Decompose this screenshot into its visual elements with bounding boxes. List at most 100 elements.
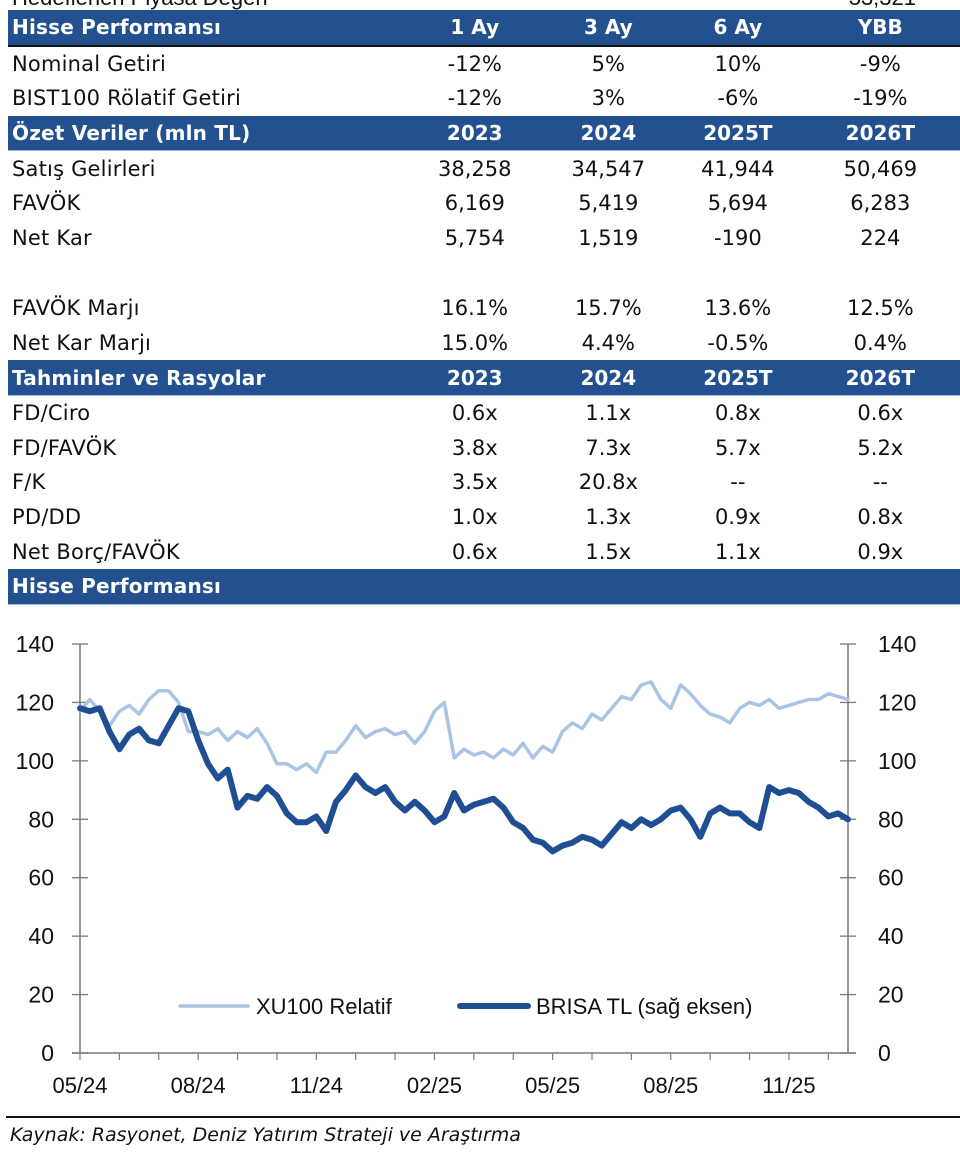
performance-header-row: Hisse Performansı 1 Ay 3 Ay 6 Ay YBB (8, 10, 960, 47)
cell: 10% (714, 51, 762, 76)
cell: 0.6x (451, 539, 498, 564)
legend-label-brisa: BRISA TL (sağ eksen) (536, 994, 752, 1019)
chart-series (77, 680, 851, 855)
row-label: Nominal Getiri (12, 51, 167, 76)
table-row: F/K 3.5x 20.8x -- -- (8, 465, 960, 500)
y-tick-label-left: 100 (16, 748, 54, 774)
x-tick-label: 08/25 (643, 1073, 698, 1098)
cell: 6,283 (850, 191, 911, 216)
financial-table: Hisse Performansı 1 Ay 3 Ay 6 Ay YBB Nom… (8, 10, 960, 605)
table-row: PD/DD 1.0x 1.3x 0.9x 0.8x (8, 500, 960, 535)
column-header: 2025T (675, 360, 801, 396)
column-header: 2026T (800, 360, 960, 396)
column-header: 2024 (541, 115, 676, 152)
row-label: FAVÖK (12, 191, 81, 216)
row-label: BIST100 Rölatif Getiri (12, 86, 241, 111)
cell: 3.5x (451, 470, 498, 495)
y-tick-label-right: 80 (878, 806, 904, 832)
cell: 1.3x (585, 505, 632, 530)
cell: -- (730, 470, 746, 495)
performance-title: Hisse Performansı (8, 10, 408, 47)
row-label: FD/Ciro (12, 401, 91, 426)
spacer-row (8, 255, 960, 291)
column-header: 2025T (675, 115, 801, 152)
y-tick-label-right: 20 (878, 982, 904, 1008)
table-row: FAVÖK Marjı 16.1% 15.7% 13.6% 12.5% (8, 291, 960, 326)
series-line-brisa (77, 705, 851, 855)
y-tick-label-right: 60 (878, 865, 904, 891)
row-label: F/K (12, 470, 46, 495)
cell: 0.8x (714, 401, 761, 426)
table-row: FAVÖK 6,169 5,419 5,694 6,283 (8, 186, 960, 221)
cell: 12.5% (846, 296, 914, 321)
chart-svg: 0 20 40 60 80 100 120 140 0 20 40 60 80 100 120 140 05/2… (16, 631, 917, 1098)
cell: -190 (714, 225, 762, 250)
cell: 3% (591, 86, 625, 111)
y-tick-label-left: 20 (28, 982, 54, 1008)
cell: 0.6x (451, 401, 498, 426)
cell: 5.7x (714, 435, 761, 460)
legend-label-xu100: XU100 Relatif (256, 994, 393, 1019)
summary-title: Özet Veriler (mln TL) (8, 115, 408, 152)
cell: 7.3x (585, 435, 632, 460)
cell: 1.0x (451, 505, 498, 530)
cell: 3.8x (451, 435, 498, 460)
cell: 13.6% (704, 296, 772, 321)
y-tick-label-left: 80 (28, 806, 54, 832)
y-tick-label-right: 100 (878, 748, 916, 774)
y-tick-label-right: 0 (878, 1040, 891, 1066)
column-header: 2024 (541, 360, 676, 396)
y-tick-label-left: 40 (28, 923, 54, 949)
table-row: Net Kar Marjı 15.0% 4.4% -0.5% 0.4% (8, 326, 960, 361)
row-label: Net Kar (12, 225, 92, 250)
cell: 1.1x (714, 539, 761, 564)
cell: -19% (853, 86, 908, 111)
column-header: 2023 (408, 360, 542, 396)
target-market-value-row: Hedeflenen Piyasa Değeri 33,321 (0, 0, 960, 10)
y-tick-label-right: 140 (878, 631, 916, 657)
cell: 6,169 (444, 191, 505, 216)
cell: 15.7% (574, 296, 642, 321)
performance-chart: 0 20 40 60 80 100 120 140 0 20 40 60 80 100 120 140 05/2… (0, 612, 960, 1112)
ratios-header-row: Tahminler ve Rasyolar 2023 2024 2025T 20… (8, 360, 960, 396)
divider (6, 1116, 960, 1118)
table-row: FD/Ciro 0.6x 1.1x 0.8x 0.6x (8, 395, 960, 430)
cell: -12% (447, 86, 502, 111)
y-tick-label-left: 120 (16, 689, 54, 715)
target-market-value-label: Hedeflenen Piyasa Değeri (12, 0, 268, 10)
y-tick-label-left: 140 (16, 631, 54, 657)
cell: -- (872, 470, 888, 495)
x-tick-label: 11/24 (290, 1073, 343, 1098)
row-label: FAVÖK Marjı (12, 296, 140, 321)
cell: 224 (860, 225, 901, 250)
cell: 34,547 (571, 156, 646, 181)
x-tick-label: 11/25 (762, 1073, 815, 1098)
table-row: BIST100 Rölatif Getiri -12% 3% -6% -19% (8, 81, 960, 116)
source-note: Kaynak: Rasyonet, Deniz Yatırım Strateji… (10, 1124, 521, 1146)
table-row: Net Kar 5,754 1,519 -190 224 (8, 221, 960, 256)
cell: 1,519 (578, 225, 639, 250)
cell: 50,469 (843, 156, 918, 181)
ratios-title: Tahminler ve Rasyolar (8, 360, 408, 396)
cell: 0.4% (853, 331, 907, 356)
row-label: PD/DD (12, 505, 82, 530)
cell: 1.5x (585, 539, 632, 564)
cell: 1.1x (585, 401, 632, 426)
cell: 0.9x (857, 539, 904, 564)
cell: 5,419 (578, 191, 639, 216)
x-tick-label: 05/24 (52, 1073, 107, 1098)
y-tick-label-right: 120 (878, 689, 916, 715)
cell: 15.0% (441, 331, 509, 356)
chart-legend: XU100 Relatif BRISA TL (sağ eksen) (178, 994, 752, 1019)
cell: 5% (591, 51, 625, 76)
cell: -6% (717, 86, 759, 111)
chart-axes: 0 20 40 60 80 100 120 140 0 20 40 60 80 100 120 140 05/2… (16, 631, 917, 1098)
column-header: 6 Ay (675, 10, 801, 47)
cell: -12% (447, 51, 502, 76)
cell: 41,944 (701, 156, 775, 181)
column-header: 1 Ay (408, 10, 542, 47)
cell: 5.2x (857, 435, 904, 460)
cell: 0.9x (714, 505, 761, 530)
cell: -0.5% (707, 331, 769, 356)
x-tick-label: 08/24 (171, 1073, 226, 1098)
